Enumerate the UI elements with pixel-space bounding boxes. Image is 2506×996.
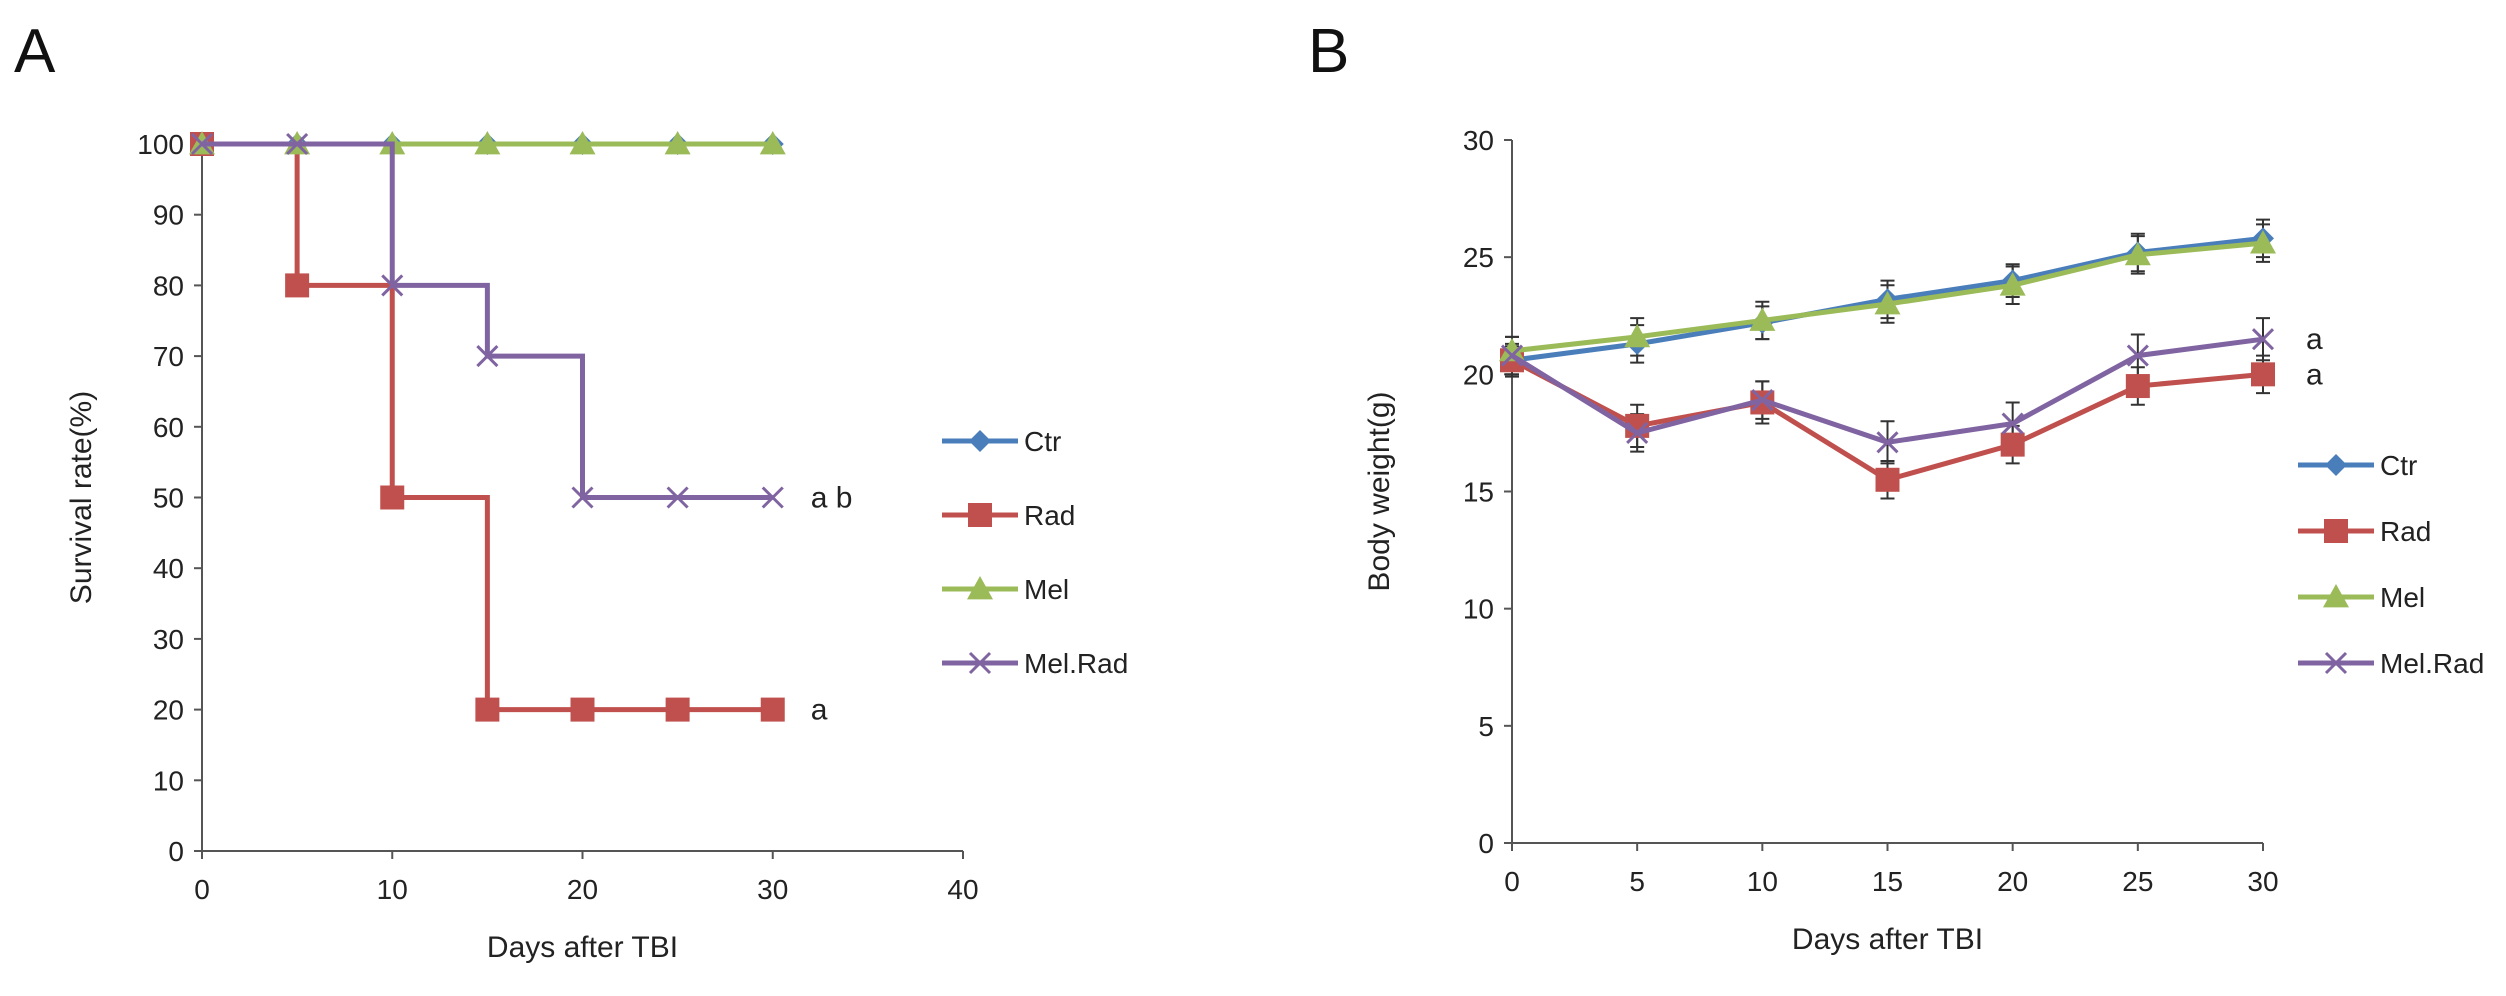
legend-label-mel-rad: Mel.Rad <box>1024 648 1128 679</box>
x-tick-label: 5 <box>1629 866 1645 897</box>
data-point-mel-rad <box>476 345 499 368</box>
series-line-mel-rad <box>202 141 773 500</box>
y-tick-label: 30 <box>153 624 184 655</box>
annotation: a b <box>811 482 853 515</box>
y-tick-label: 60 <box>153 412 184 443</box>
y-tick-label: 0 <box>1478 828 1494 859</box>
panel-label-a: A <box>14 17 56 86</box>
data-point-rad <box>2125 374 2150 399</box>
series-line-rad <box>202 141 773 713</box>
legend-label-ctr: Ctr <box>2380 450 2417 481</box>
x-tick-label: 25 <box>2122 866 2153 897</box>
y-tick-label: 10 <box>153 765 184 796</box>
data-point-mel-rad <box>2001 412 2024 435</box>
data-point-mel <box>474 131 501 155</box>
legend-marker-mel <box>967 576 993 600</box>
y-tick-label: 10 <box>1463 594 1494 625</box>
data-point-rad <box>2251 362 2275 387</box>
data-point-mel-rad <box>571 486 594 509</box>
x-tick-label: 30 <box>2247 866 2278 897</box>
y-tick-label: 5 <box>1478 711 1494 742</box>
data-point-rad <box>380 485 405 510</box>
y-tick-label: 80 <box>153 270 184 301</box>
legend-label-mel-rad: Mel.Rad <box>2380 648 2484 679</box>
data-point-mel-rad <box>761 486 784 509</box>
y-tick-label: 40 <box>153 553 184 584</box>
y-tick-label: 30 <box>1463 125 1494 156</box>
data-point-mel <box>569 131 596 155</box>
data-point-mel-rad <box>190 132 214 156</box>
data-point-mel <box>759 131 786 155</box>
legend-marker-mel-rad <box>2324 651 2348 675</box>
legend-marker-mel <box>2323 584 2349 608</box>
x-tick-label: 20 <box>1997 866 2028 897</box>
data-point-mel-rad <box>381 274 404 297</box>
data-point-mel <box>1999 272 2026 296</box>
legend-label-rad: Rad <box>1024 500 1075 531</box>
legend-marker-ctr <box>969 430 991 452</box>
y-tick-label: 15 <box>1463 477 1494 508</box>
data-point-mel <box>2250 230 2276 254</box>
x-axis-title: Days after TBI <box>487 931 678 964</box>
data-point-mel <box>664 131 691 155</box>
annotation: a <box>811 694 828 727</box>
legend-label-mel: Mel <box>1024 574 1069 605</box>
y-tick-label: 90 <box>153 200 184 231</box>
data-point-rad <box>285 273 310 298</box>
data-point-rad <box>2000 432 2025 457</box>
body-weight-chart: 0 5 10 15 20 25 30 0 5 10 15 20 25 30 Days after TBI Bo… <box>1363 125 2484 956</box>
x-tick-label: 15 <box>1872 866 1903 897</box>
legend-marker-rad <box>2324 519 2348 543</box>
y-axis-title: Body weight(g) <box>1363 391 1396 591</box>
annotation: a <box>2306 358 2323 391</box>
data-point-rad <box>1875 467 1900 492</box>
data-point-mel-rad <box>1500 344 1524 367</box>
data-point-mel-rad <box>286 132 309 156</box>
legend-marker-mel-rad <box>968 651 992 675</box>
y-tick-label: 100 <box>137 129 184 160</box>
x-tick-label: 30 <box>757 874 788 905</box>
x-axis-title: Days after TBI <box>1792 923 1983 956</box>
data-point-rad <box>760 697 785 722</box>
data-point-mel-rad <box>666 486 689 509</box>
y-tick-label: 70 <box>153 341 184 372</box>
data-point-mel <box>1874 291 1901 315</box>
legend-marker-rad <box>968 503 992 527</box>
legend-marker-ctr <box>2325 454 2347 476</box>
data-point-mel <box>1499 337 1525 362</box>
survival-rate-chart: 0 10 20 30 40 50 60 70 80 90 100 0 10 20 30 40 Days afte… <box>65 129 1128 964</box>
y-tick-label: 20 <box>153 695 184 726</box>
x-tick-label: 20 <box>567 874 598 905</box>
data-point-rad <box>475 697 500 722</box>
data-point-mel-rad <box>1876 431 1899 454</box>
x-tick-label: 0 <box>194 874 210 905</box>
data-point-mel <box>1624 323 1651 348</box>
data-point-mel <box>1749 307 1776 331</box>
data-point-mel-rad <box>2126 344 2149 367</box>
data-point-rad <box>570 697 595 722</box>
legend-label-mel: Mel <box>2380 582 2425 613</box>
data-point-mel-rad <box>1751 389 1774 412</box>
y-tick-label: 25 <box>1463 242 1494 273</box>
annotation: a <box>2306 323 2323 356</box>
x-tick-label: 10 <box>377 874 408 905</box>
data-point-mel-rad <box>1626 421 1649 444</box>
legend-label-rad: Rad <box>2380 516 2431 547</box>
x-tick-label: 40 <box>947 874 978 905</box>
y-axis-title: Survival rate(%) <box>65 391 98 604</box>
data-point-mel-rad <box>2251 328 2275 351</box>
y-tick-label: 0 <box>168 836 184 867</box>
x-tick-label: 10 <box>1747 866 1778 897</box>
y-tick-label: 50 <box>153 483 184 514</box>
x-tick-label: 0 <box>1504 866 1520 897</box>
y-tick-label: 20 <box>1463 359 1494 390</box>
panel-label-b: B <box>1308 17 1349 86</box>
data-point-mel <box>2124 241 2151 266</box>
legend-label-ctr: Ctr <box>1024 426 1061 457</box>
data-point-rad <box>665 697 690 722</box>
